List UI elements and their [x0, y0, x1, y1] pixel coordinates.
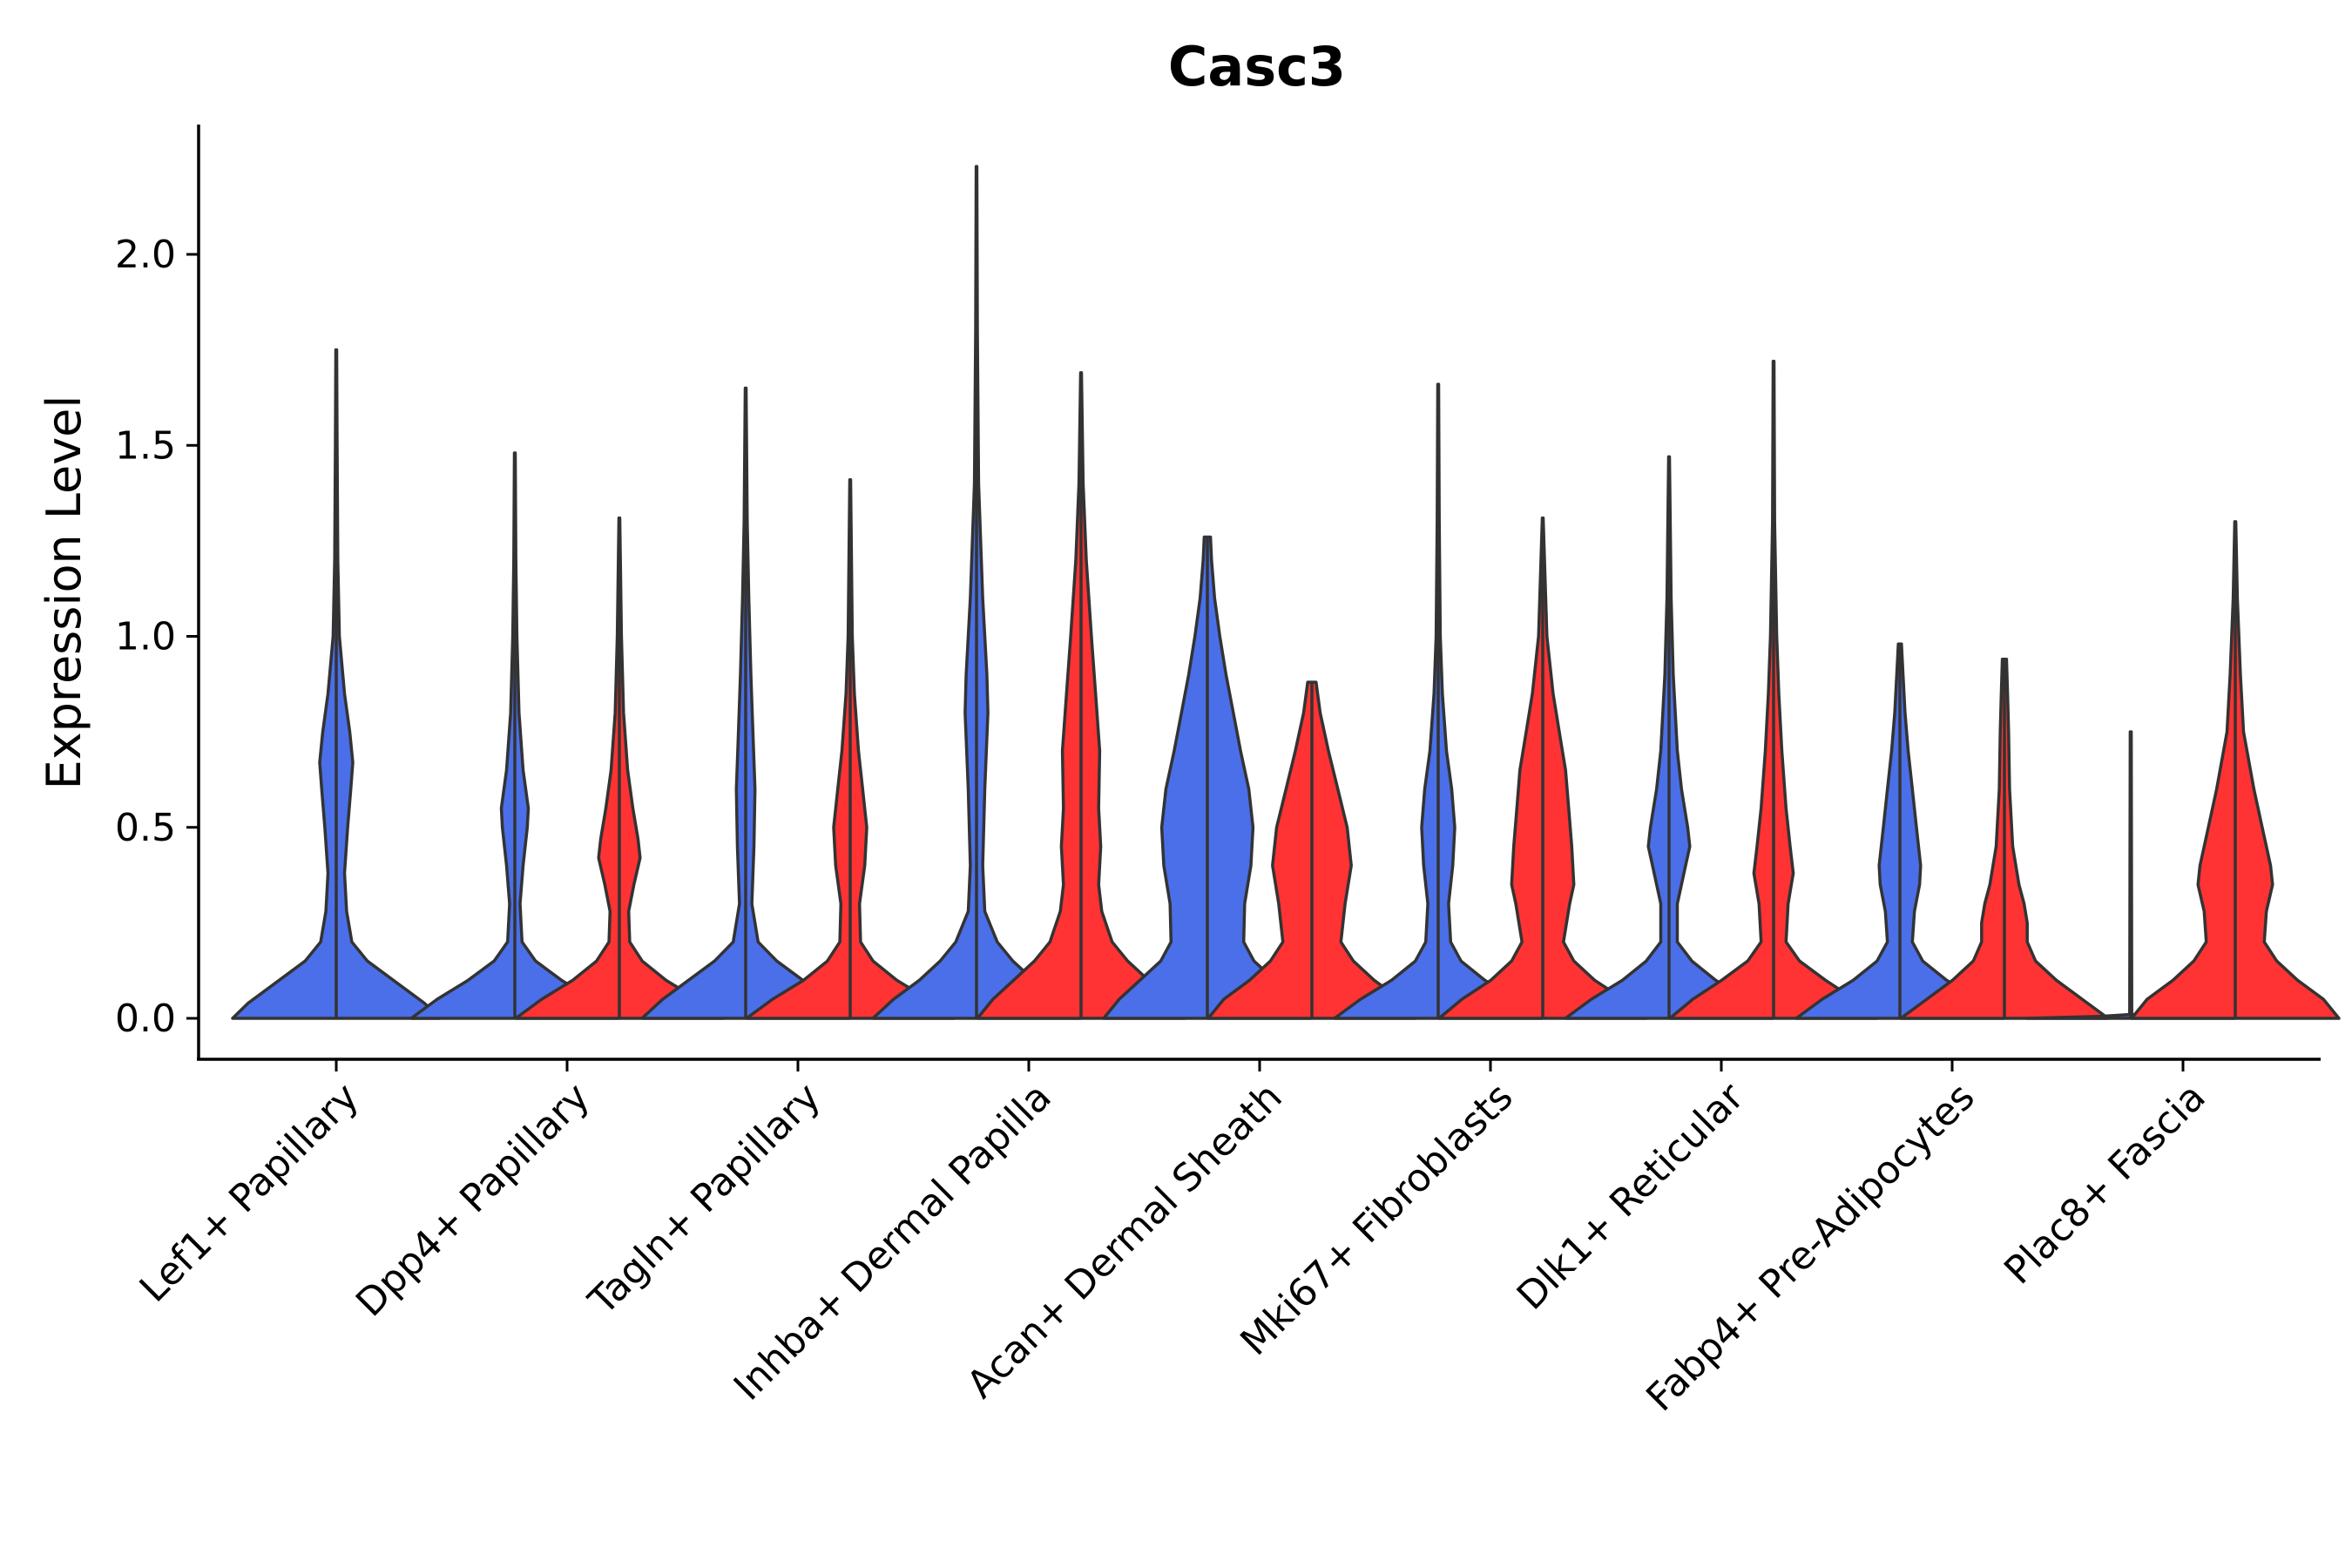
y-tick-label: 0.5	[115, 806, 176, 850]
y-tick-label: 1.5	[115, 423, 176, 468]
y-tick-label: 1.0	[115, 615, 176, 659]
y-axis-label: Expression Level	[37, 395, 91, 790]
x-tick-label: Plac8+ Fascia	[1996, 1075, 2214, 1294]
x-tick-label: Dpp4+ Papillary	[348, 1075, 598, 1326]
plot-area	[231, 165, 2341, 1020]
x-tick-label: Tagln+ Papillary	[580, 1075, 829, 1324]
x-tick-label: Dlk1+ Reticular	[1509, 1074, 1754, 1319]
chart-title: Casc3	[1168, 35, 1346, 98]
y-ticks: 0.0 0.5 1.0 1.5 2.0	[115, 233, 199, 1041]
y-tick-label: 0.0	[115, 997, 176, 1041]
x-tick-label: Lef1+ Papillary	[132, 1075, 368, 1311]
y-tick-label: 2.0	[115, 233, 176, 277]
